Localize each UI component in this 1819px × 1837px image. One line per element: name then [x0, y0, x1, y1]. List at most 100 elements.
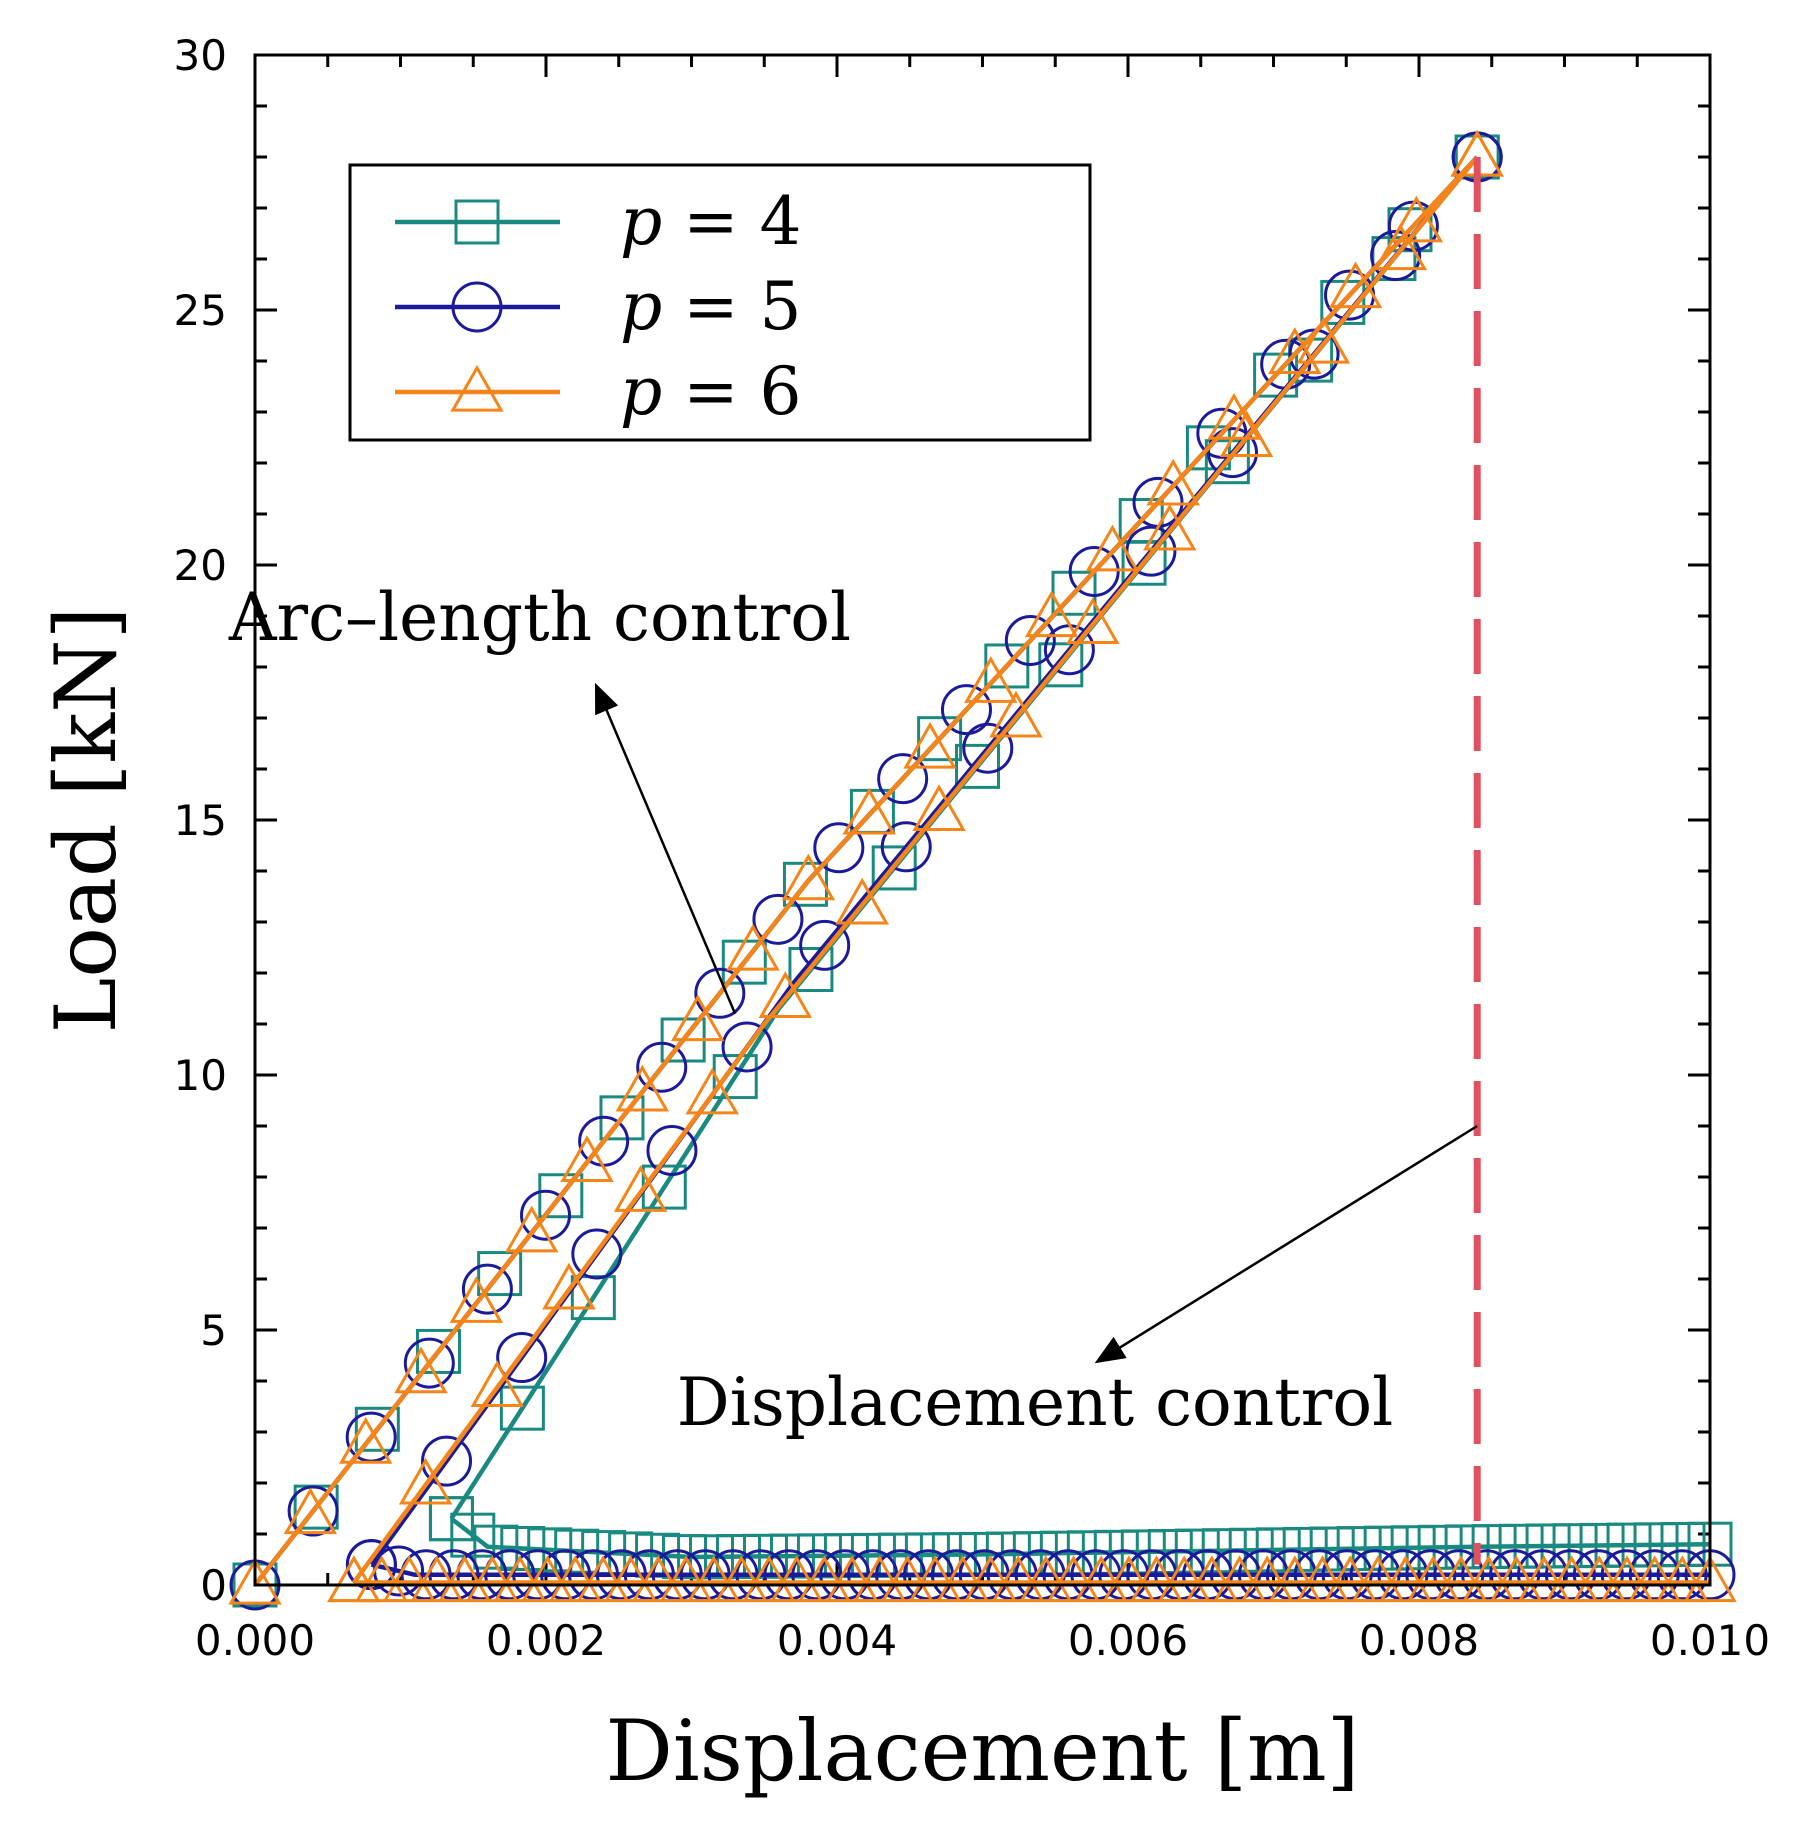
square-marker	[500, 1526, 546, 1572]
circle-marker	[880, 821, 932, 873]
circle-marker	[451, 281, 503, 333]
triangle-marker	[1146, 458, 1200, 506]
triangle-marker	[1074, 1555, 1128, 1603]
circle-marker	[520, 1189, 572, 1241]
triangle-marker	[797, 1555, 852, 1603]
circle-marker	[623, 1549, 675, 1601]
y-axis-title: Load [kN]	[37, 607, 135, 1034]
x-tick-label: 0.008	[1359, 1616, 1479, 1665]
triangle-marker	[449, 1276, 504, 1323]
annotation-arrow	[1094, 1124, 1478, 1364]
triangle-marker	[936, 1555, 990, 1603]
triangle-marker	[493, 1555, 547, 1603]
triangle-marker	[781, 853, 836, 901]
triangle-marker	[1085, 524, 1140, 572]
triangle-marker	[542, 1262, 596, 1310]
triangle-marker	[470, 1360, 524, 1407]
circle-marker	[940, 684, 992, 736]
triangle-marker	[603, 1555, 658, 1603]
triangle-marker	[714, 1555, 769, 1603]
annotation-arrow	[594, 682, 737, 1015]
circle-marker	[679, 1549, 731, 1601]
square-marker	[454, 199, 500, 245]
triangle-marker	[1142, 503, 1197, 551]
x-tick-label: 0.006	[1068, 1616, 1188, 1665]
circle-marker	[721, 1021, 773, 1073]
triangle-marker	[410, 1555, 464, 1603]
circle-marker	[735, 1549, 787, 1601]
triangle-marker	[964, 656, 1018, 703]
axis-labels-layer: 0.000 0.002 0.004 0.006 0.008 0.010 0 5 10 15 20 25…	[37, 31, 1770, 1800]
square-marker	[1660, 1521, 1706, 1567]
circle-marker	[1377, 1549, 1429, 1601]
circle-marker	[403, 1337, 455, 1389]
square-marker	[354, 1406, 400, 1452]
annotations-layer: Arc–length control Displacement control	[228, 579, 1478, 1441]
triangle-marker	[670, 994, 725, 1042]
triangle-marker	[1268, 1555, 1322, 1603]
circle-marker	[1288, 328, 1340, 380]
triangle-marker	[354, 1555, 409, 1603]
triangle-marker	[1323, 1555, 1377, 1603]
circle-marker	[1433, 1549, 1485, 1601]
circle-marker	[1517, 1549, 1569, 1601]
circle-marker	[512, 1549, 564, 1601]
triangle-marker	[758, 971, 813, 1018]
triangle-marker	[394, 1346, 448, 1394]
triangle-marker	[686, 1555, 741, 1603]
circle-marker	[456, 1549, 508, 1601]
triangle-marker	[327, 1555, 381, 1603]
y-tick-label: 10	[174, 1051, 227, 1100]
triangle-marker	[1434, 1555, 1488, 1603]
triangle-marker	[520, 1555, 575, 1603]
square-marker	[477, 1251, 523, 1297]
triangle-marker	[835, 877, 889, 925]
triangle-marker	[382, 1555, 437, 1603]
triangle-marker	[1066, 597, 1120, 645]
triangle-marker	[450, 364, 504, 412]
square-marker	[917, 716, 963, 762]
triangle-marker	[842, 787, 896, 835]
triangle-marker	[1046, 1555, 1101, 1603]
triangle-marker	[685, 1067, 739, 1115]
triangle-marker	[1351, 1555, 1405, 1603]
legend-label: p = 4	[620, 183, 802, 260]
triangle-marker	[631, 1555, 686, 1603]
circle-marker	[1600, 1549, 1652, 1601]
triangle-marker	[1373, 223, 1428, 271]
triangle-marker	[1655, 1555, 1710, 1603]
circle-marker	[421, 1435, 473, 1487]
triangle-marker	[1212, 1555, 1267, 1603]
triangle-marker	[659, 1555, 713, 1603]
plot-frame	[253, 53, 1712, 1587]
annotation-text: Displacement control	[677, 1364, 1393, 1441]
triangle-marker	[853, 1555, 907, 1603]
triangle-marker	[613, 1165, 668, 1212]
circle-marker	[813, 822, 865, 874]
circle-marker	[799, 919, 851, 971]
square-marker	[1121, 540, 1167, 586]
circle-marker	[1628, 1549, 1680, 1601]
triangle-marker	[770, 1555, 824, 1603]
triangle-marker	[504, 1205, 559, 1253]
circle-marker	[1207, 427, 1259, 479]
square-marker	[499, 1385, 545, 1431]
circle-marker	[636, 1041, 688, 1093]
triangle-marker	[615, 1064, 670, 1112]
square-marker	[415, 1328, 461, 1374]
triangle-marker	[963, 1555, 1018, 1603]
triangle-marker	[742, 1555, 796, 1603]
x-tick-label: 0.002	[486, 1616, 606, 1665]
y-tick-label: 30	[174, 31, 227, 80]
triangle-marker	[825, 1555, 879, 1603]
triangle-marker	[1489, 1555, 1544, 1603]
square-marker	[1204, 439, 1250, 485]
circle-marker	[707, 1549, 759, 1601]
y-tick-label: 5	[200, 1306, 227, 1355]
triangle-marker	[989, 690, 1043, 738]
x-tick-label: 0.000	[195, 1616, 315, 1665]
series-layer	[228, 129, 1737, 1611]
triangle-marker	[1240, 1555, 1294, 1603]
circle-marker	[484, 1549, 536, 1601]
